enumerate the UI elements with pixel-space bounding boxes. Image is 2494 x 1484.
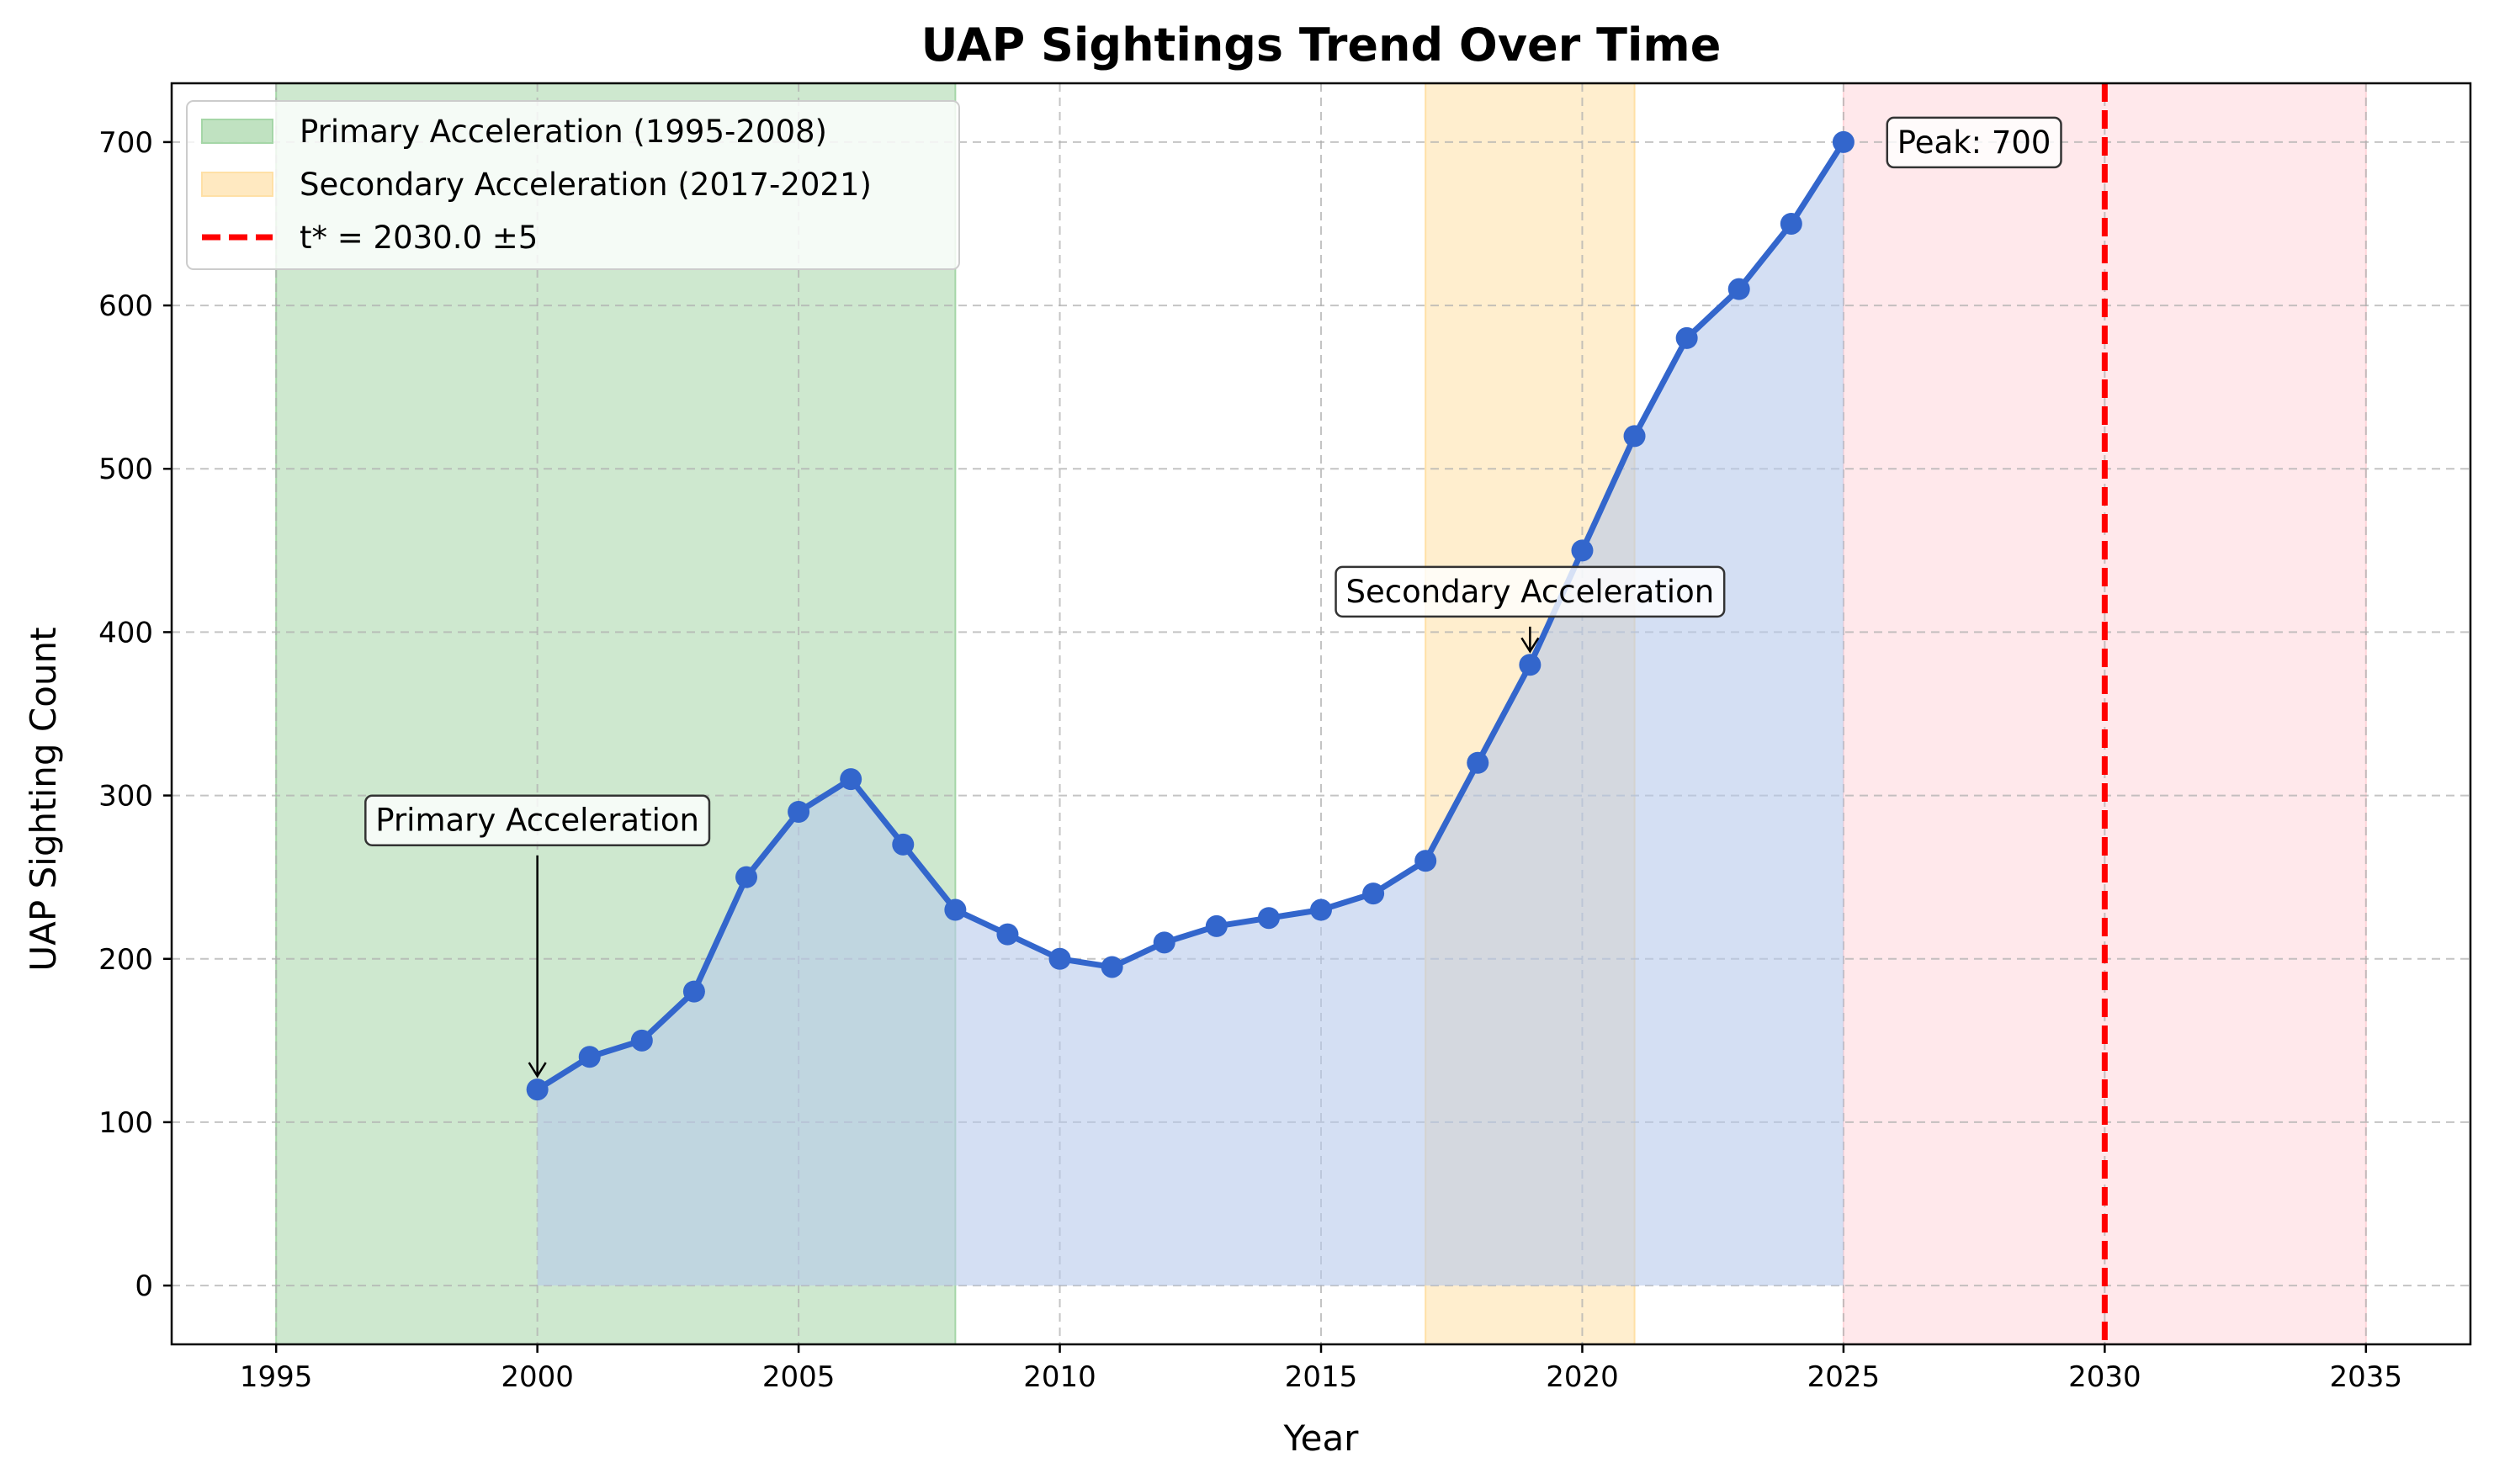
x-axis-label: Year xyxy=(1283,1418,1360,1459)
annotation-arrow-2-head xyxy=(1520,637,1540,654)
annotation-3-box xyxy=(1886,116,2062,169)
x-tick-label: 2020 xyxy=(1546,1360,1619,1394)
data-point-2000 xyxy=(526,1079,549,1101)
data-point-2020 xyxy=(1571,539,1594,562)
data-point-2017 xyxy=(1414,850,1437,872)
x-tick-label: 2030 xyxy=(2068,1360,2141,1394)
data-point-2018 xyxy=(1467,751,1489,774)
data-point-2022 xyxy=(1675,326,1698,349)
legend-swatch xyxy=(201,172,273,197)
annotation-3-text: Peak: 700 xyxy=(1897,125,2051,161)
y-tick-label: 600 xyxy=(98,289,153,323)
data-point-2006 xyxy=(840,768,862,791)
series-area-fill xyxy=(537,141,1844,1286)
data-point-2019 xyxy=(1519,654,1542,676)
data-point-2013 xyxy=(1205,914,1228,937)
y-tick-label: 400 xyxy=(98,616,153,649)
annotation-arrow-1-head xyxy=(528,1062,547,1079)
data-point-2023 xyxy=(1727,278,1750,300)
data-point-2015 xyxy=(1310,898,1332,921)
x-axis-ticks: 1995 2000 2005 2010 2015 2020 2025 2030 2035 xyxy=(240,1344,2402,1394)
data-point-2012 xyxy=(1153,931,1175,954)
x-tick-label: 2005 xyxy=(762,1360,836,1394)
annotation-1-text: Primary Acceleration xyxy=(375,803,699,839)
x-tick-label: 2035 xyxy=(2330,1360,2403,1394)
series-area xyxy=(537,141,1844,1286)
series-points xyxy=(526,130,1855,1101)
data-point-2002 xyxy=(630,1029,653,1052)
y-tick-label: 300 xyxy=(98,780,153,814)
data-point-2004 xyxy=(735,866,757,888)
annotation-3: Peak: 700 xyxy=(1886,116,2062,169)
series-line xyxy=(534,139,1847,1093)
data-point-2001 xyxy=(578,1046,601,1068)
x-tick-label: 2000 xyxy=(501,1360,574,1394)
legend-swatch xyxy=(201,119,273,144)
data-point-2003 xyxy=(682,980,705,1003)
annotation-2-text: Secondary Acceleration xyxy=(1346,574,1715,610)
data-point-2005 xyxy=(788,801,810,824)
legend-entry-3: t* = 2030.0 ±5 xyxy=(300,220,538,256)
y-axis-ticks: 0 100 200 300 400 500 600 700 xyxy=(98,126,172,1303)
data-point-2011 xyxy=(1101,956,1123,978)
y-tick-label: 700 xyxy=(98,126,153,160)
annotation-2-box xyxy=(1335,565,1726,618)
y-tick-label: 500 xyxy=(98,453,153,486)
legend-entry-2: Secondary Acceleration (2017-2021) xyxy=(300,167,872,203)
annotation-1: Primary Acceleration xyxy=(364,794,711,846)
data-point-2007 xyxy=(892,833,915,856)
annotations: Primary Acceleration Secondary Accelerati… xyxy=(364,116,2062,1079)
data-point-2016 xyxy=(1362,882,1385,905)
x-tick-label: 2010 xyxy=(1023,1360,1096,1394)
annotation-2: Secondary Acceleration xyxy=(1335,565,1726,618)
data-point-2014 xyxy=(1257,907,1280,930)
y-tick-label: 100 xyxy=(98,1106,153,1140)
data-point-2008 xyxy=(944,898,967,921)
y-axis-label: UAP Sighting Count xyxy=(23,627,64,971)
data-point-2009 xyxy=(996,923,1019,946)
x-tick-label: 1995 xyxy=(240,1360,313,1394)
series-line-group xyxy=(534,139,1847,1093)
data-point-2021 xyxy=(1623,425,1646,448)
data-point-2025 xyxy=(1832,130,1855,153)
legend-box xyxy=(186,100,960,270)
legend-entry-1: Primary Acceleration (1995-2008) xyxy=(300,114,827,150)
x-tick-label: 2015 xyxy=(1285,1360,1358,1394)
x-tick-label: 2025 xyxy=(1807,1360,1881,1394)
y-tick-label: 200 xyxy=(98,943,153,977)
chart-title: UAP Sightings Trend Over Time xyxy=(921,19,1722,72)
legend: Primary Acceleration (1995-2008) Secondar… xyxy=(186,100,960,270)
data-point-2024 xyxy=(1780,212,1802,235)
data-point-2010 xyxy=(1048,947,1071,970)
y-tick-label: 0 xyxy=(135,1269,153,1303)
annotation-1-box xyxy=(364,794,711,846)
